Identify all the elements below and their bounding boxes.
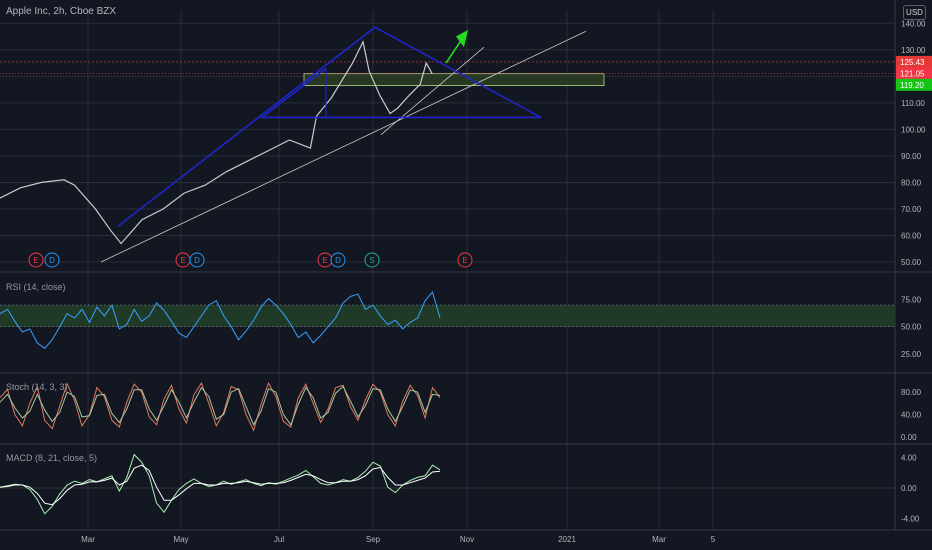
event-label: E <box>180 256 185 265</box>
macd-axis-tick: 4.00 <box>901 454 917 463</box>
chart-title: Apple Inc, 2h, Cboe BZX <box>6 6 117 17</box>
time-axis-label: Mar <box>81 535 95 544</box>
event-label: E <box>33 256 38 265</box>
stoch-series-line <box>0 381 441 432</box>
stoch-axis-tick: 80.00 <box>901 388 922 397</box>
price-axis-tick: 90.00 <box>901 152 922 161</box>
macd-axis-tick: 0.00 <box>901 484 917 493</box>
rsi-band <box>0 305 895 327</box>
price-tag-0 <box>896 55 932 68</box>
price-axis-tick: 60.00 <box>901 232 922 241</box>
event-e-icon[interactable] <box>457 252 473 268</box>
macd-pane-title: MACD (8, 21, close, 5) <box>6 453 98 463</box>
price-tag-label: 125.43 <box>900 58 925 67</box>
stoch-axis-tick: 40.00 <box>901 411 922 420</box>
price-axis-tick: 50.00 <box>901 258 922 267</box>
price-tag-label: 121.05 <box>900 70 925 79</box>
time-axis-label: Sep <box>366 535 381 544</box>
event-label: D <box>194 256 200 265</box>
price-series-line <box>0 39 433 245</box>
event-label: S <box>369 256 374 265</box>
time-axis-label: May <box>173 535 188 544</box>
macd-series-line <box>0 453 441 515</box>
stoch-axis-tick: 0.00 <box>901 433 917 442</box>
price-tag-label: 119.20 <box>900 81 924 90</box>
short-trendline[interactable] <box>380 46 485 135</box>
stoch-pane-title: Stoch (14, 3, 3) <box>6 382 68 392</box>
price-axis-tick: 100.00 <box>901 125 926 134</box>
event-label: D <box>49 256 55 265</box>
price-axis-tick: 110.00 <box>901 99 925 108</box>
event-label: E <box>462 256 467 265</box>
event-d-icon[interactable] <box>189 252 205 268</box>
rsi-axis-tick: 25.00 <box>901 350 922 359</box>
stoch-series-line <box>0 385 441 426</box>
event-label: E <box>322 256 327 265</box>
support-zone-rect[interactable] <box>303 73 605 87</box>
event-e-icon[interactable] <box>28 252 44 268</box>
rsi-axis-tick: 75.00 <box>901 296 922 305</box>
price-axis-tick: 140.00 <box>901 19 926 28</box>
event-s-icon[interactable] <box>364 252 380 268</box>
currency-button[interactable]: USD <box>903 5 926 20</box>
rsi-axis-tick: 50.00 <box>901 323 922 332</box>
arrow-head-icon <box>456 29 468 48</box>
price-tag-1 <box>896 67 932 80</box>
triangle-pattern-drawing[interactable] <box>117 26 542 227</box>
macd-series-line <box>0 464 441 506</box>
event-d-icon[interactable] <box>330 252 346 268</box>
bullish-arrow[interactable] <box>445 40 462 64</box>
price-axis-tick: 70.00 <box>901 205 922 214</box>
event-label: D <box>335 256 341 265</box>
price-tag-2 <box>896 78 932 91</box>
event-d-icon[interactable] <box>44 252 60 268</box>
time-axis-label: Mar <box>652 535 666 544</box>
price-axis-tick: 130.00 <box>901 46 926 55</box>
time-axis-label: Nov <box>460 535 474 544</box>
time-axis-label: Jul <box>274 535 284 544</box>
time-axis-label: 5 <box>711 535 716 544</box>
price-axis-tick: 80.00 <box>901 178 922 187</box>
rsi-series-line <box>0 291 441 350</box>
rsi-pane-title: RSI (14, close) <box>6 282 66 292</box>
macd-axis-tick: -4.00 <box>901 514 920 523</box>
long-trendline[interactable] <box>100 30 587 263</box>
time-axis-label: 2021 <box>558 535 576 544</box>
